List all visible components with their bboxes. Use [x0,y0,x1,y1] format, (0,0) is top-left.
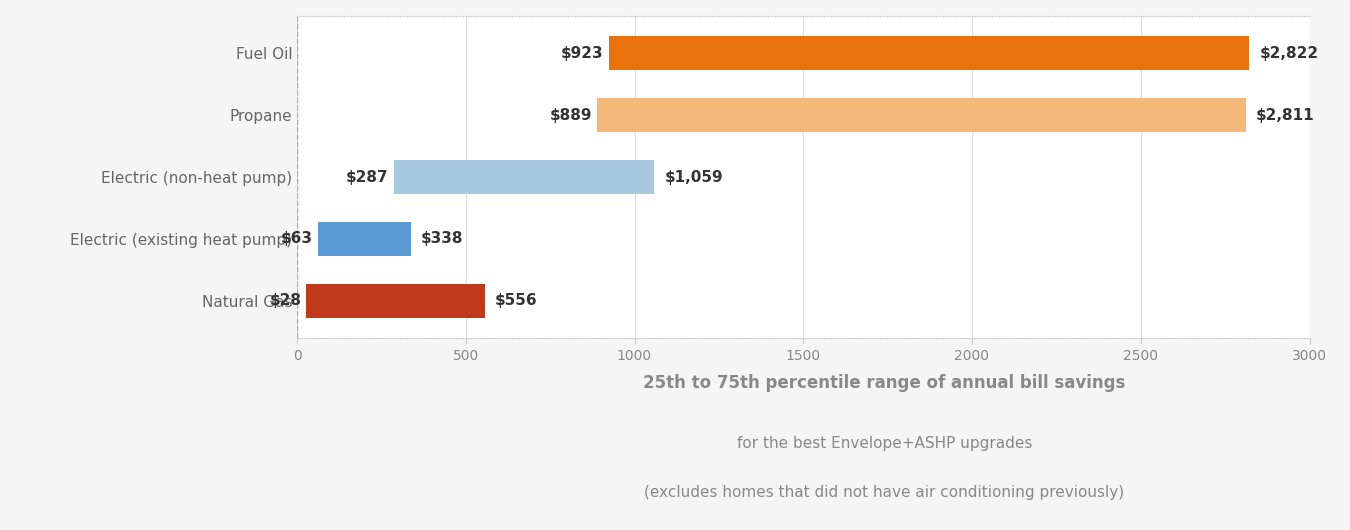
Text: $287: $287 [346,170,389,184]
Text: $28: $28 [270,294,301,308]
Text: $923: $923 [560,46,603,60]
Text: $63: $63 [281,232,313,246]
Text: $338: $338 [421,232,463,246]
Text: (excludes homes that did not have air conditioning previously): (excludes homes that did not have air co… [644,485,1125,500]
Text: $889: $889 [549,108,591,122]
Text: for the best Envelope+ASHP upgrades: for the best Envelope+ASHP upgrades [737,436,1031,451]
Text: $1,059: $1,059 [664,170,724,184]
Bar [597,98,1246,132]
Text: $556: $556 [494,294,537,308]
Bar [394,160,655,194]
Bar [609,36,1249,70]
Text: $2,822: $2,822 [1260,46,1319,60]
Text: 25th to 75th percentile range of annual bill savings: 25th to 75th percentile range of annual … [643,375,1126,392]
Bar [306,284,485,318]
Bar [319,222,410,256]
Text: $2,811: $2,811 [1256,108,1315,122]
